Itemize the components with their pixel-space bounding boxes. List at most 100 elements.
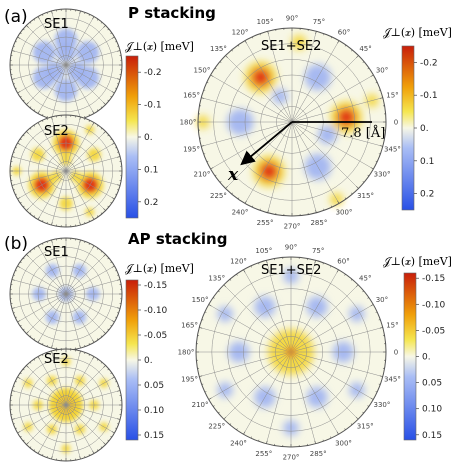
b-sum-frame-tick	[336, 269, 339, 273]
b-sum-angle-tick: 255°	[255, 450, 272, 458]
a-sum-frame-tick	[337, 200, 340, 204]
b-se2-frame-tick	[11, 390, 15, 392]
a-se1-frame-tick	[117, 78, 121, 80]
b-sum-frame-tick	[213, 405, 215, 407]
a-sum-frame-tick	[351, 49, 353, 52]
b-se2-frame-tick	[26, 365, 29, 368]
b-sum-angle-tick: 210°	[192, 401, 209, 409]
b-se1-frame-tick	[103, 254, 106, 257]
a-se1-frame-tick	[15, 41, 17, 43]
b-sum-frame-tick	[375, 391, 378, 393]
a-se2-frame-tick	[37, 216, 40, 220]
a-se2-frame-tick	[29, 212, 32, 215]
b-sum-frame-tick	[208, 304, 212, 307]
a-se2-frame-tick	[15, 147, 17, 149]
b-se1-frame-tick	[88, 343, 90, 345]
colorbar-b-left-tick-label: 0.	[144, 356, 153, 366]
a-sum-frame-tick	[203, 89, 206, 91]
a-se1-frame-tick	[51, 10, 53, 14]
a-se2-frame-tick	[46, 222, 48, 224]
b-sum-frame-tick	[367, 297, 369, 299]
a-sum-angle-tick: 0	[394, 119, 398, 127]
polar-plot-b-angle-ticks: 0 15° 30° 45° 60° 75° 90° 105° 120° 135° 150° 165° 1…	[178, 244, 401, 462]
a-se1-frame-tick	[117, 45, 119, 47]
colorbar-a-left-gradient	[125, 55, 139, 219]
colorbar-a-left-tick-label: 0.	[144, 133, 153, 143]
b-se2-frame-tick	[15, 427, 17, 429]
colorbar-a-right-gradient	[401, 45, 415, 211]
colorbar-a-right-title: 𝒥⊥(𝒙) [meV]	[383, 26, 452, 39]
a-sum-frame-tick	[267, 209, 269, 213]
b-se1-frame-tick	[100, 250, 103, 253]
b-se1-frame-tick	[42, 243, 44, 245]
a-sum-frame-tick	[379, 97, 383, 99]
b-se2-frame-tick	[11, 418, 15, 420]
colorbar-b-left-tick-label: -0.15	[144, 281, 167, 291]
a-se2-frame-tick	[51, 116, 53, 120]
a-sum-frame-tick	[356, 55, 359, 58]
a-se1-frame-tick	[19, 95, 22, 98]
a-sum-frame-tick	[267, 31, 269, 35]
b-se2-frame-tick	[107, 368, 110, 371]
b-sum-frame-tick	[330, 265, 332, 268]
position-vector-label: x	[227, 165, 239, 185]
b-se1-frame-tick	[107, 328, 110, 331]
a-sum-angle-tick: 60°	[338, 28, 350, 36]
b-sum-frame-tick	[250, 265, 252, 268]
b-se2-frame-tick	[117, 423, 119, 425]
colorbar-b-left: -0.15 -0.10 -0.05 0. 0.05 0.10 0.15	[125, 279, 168, 441]
b-sum-frame-tick	[250, 436, 252, 439]
b-sum-frame-tick	[258, 262, 260, 265]
a-se2-frame-tick	[26, 208, 29, 211]
b-se2-frame-tick	[22, 368, 25, 371]
colorbar-b-right-tick-label: 0.10	[422, 405, 442, 415]
b-se2-frame-tick	[79, 456, 81, 460]
a-se2-frame-tick	[13, 189, 15, 191]
b-sum-angle-tick: 15°	[386, 321, 398, 329]
b-sum-frame-tick	[378, 319, 381, 321]
a-sum-frame-tick	[367, 174, 370, 177]
b-sum-frame-tick	[362, 411, 364, 414]
b-se2-frame-tick	[96, 358, 99, 361]
b-sum-angle-tick: 285°	[310, 450, 327, 458]
a-se1-frame-tick	[29, 21, 32, 24]
a-se2-frame-tick	[11, 156, 15, 158]
b-se1-frame-tick	[42, 343, 44, 345]
b-se1-frame-tick	[110, 324, 113, 327]
a-se1-frame-tick	[17, 91, 21, 94]
b-se1-frame-tick	[22, 328, 25, 331]
b-sum-angle-tick: 135°	[208, 274, 225, 282]
a-se1-grid-spoke	[11, 50, 121, 80]
a-sum-blob	[272, 88, 288, 104]
a-se2-frame-tick	[84, 118, 86, 120]
b-se2-frame-tick	[88, 454, 90, 456]
b-se1-frame-tick	[29, 250, 32, 253]
colorbar-b-right-tick-label: -0.15	[422, 274, 445, 284]
a-se1-frame-tick	[46, 12, 48, 14]
b-se2-frame-tick	[117, 385, 119, 387]
a-sum-angle-tick: 300°	[336, 209, 353, 217]
b-se2-frame-tick	[115, 427, 117, 429]
a-sum-frame-tick	[323, 33, 325, 36]
colorbar-a-left-title: 𝒥⊥(𝒙) [meV]	[125, 40, 194, 53]
b-se1-frame-tick	[92, 339, 95, 343]
b-sum-frame-tick	[266, 260, 268, 264]
a-sum-angle-tick: 285°	[310, 219, 327, 227]
a-se1-frame-tick	[115, 41, 117, 43]
polar-plot-a-se2-label: SE2	[44, 124, 69, 139]
b-sum-frame-tick	[223, 416, 227, 420]
b-se2-frame-tick	[107, 439, 110, 442]
colorbar-b-right-gradient	[403, 272, 417, 441]
a-sum-frame-tick	[201, 97, 205, 99]
b-se2-frame-tick	[17, 431, 21, 434]
polar-plot-b-sum-label: SE1+SE2	[261, 263, 321, 278]
b-sum-center-peak	[285, 346, 297, 358]
b-sum-angle-tick: 300°	[335, 439, 352, 447]
a-sum-angle-tick: 135°	[210, 45, 227, 53]
colorbar-b-left-tick-label: 0.05	[144, 381, 164, 391]
a-sum-angle-tick: 150°	[193, 67, 210, 75]
a-se1-frame-tick	[88, 114, 90, 116]
a-se2-frame-tick	[111, 197, 115, 200]
a-sum-frame-tick	[375, 160, 378, 162]
a-se1-frame-tick	[111, 36, 115, 39]
